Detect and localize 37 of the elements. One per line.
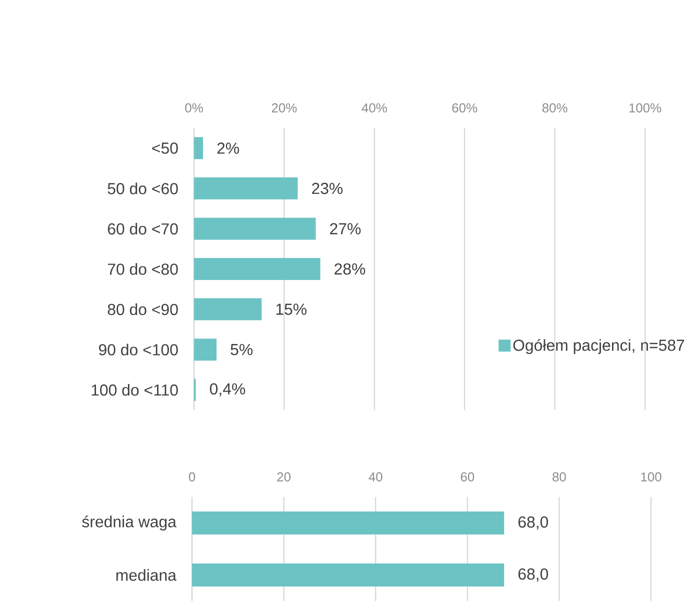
bar bbox=[194, 298, 262, 320]
data-label: 27% bbox=[330, 223, 361, 235]
y-tick-label: <50 bbox=[152, 142, 178, 154]
x-tick-label: 0% bbox=[185, 104, 203, 113]
y-tick-label: 100 do <110 bbox=[92, 384, 178, 396]
bar bbox=[194, 178, 298, 200]
x-tick-label: 0 bbox=[188, 472, 196, 482]
x-tick-label: 20 bbox=[277, 472, 291, 482]
bar bbox=[194, 218, 316, 240]
data-label: 68,0 bbox=[518, 516, 548, 530]
x-tick-label: 40 bbox=[368, 472, 382, 482]
x-tick-label: 80 bbox=[552, 472, 566, 482]
y-tick-label: 60 do <70 bbox=[108, 223, 178, 235]
bar bbox=[194, 338, 217, 361]
bar bbox=[194, 258, 320, 280]
y-tick-label: mediana bbox=[116, 569, 176, 582]
x-tick-label: 60 bbox=[460, 472, 474, 482]
data-label: 0,4% bbox=[210, 383, 246, 397]
data-label: 23% bbox=[312, 182, 343, 194]
data-label: 5% bbox=[230, 344, 253, 356]
y-tick-label: 80 do <90 bbox=[108, 304, 178, 316]
x-tick-label: 100 bbox=[641, 472, 662, 482]
x-tick-label: 20% bbox=[272, 104, 297, 113]
y-tick-label: 90 do <100 bbox=[99, 344, 178, 356]
data-label: 2% bbox=[217, 142, 240, 154]
data-label: 68,0 bbox=[518, 568, 548, 582]
y-tick-label: średnia waga bbox=[82, 516, 176, 531]
bar bbox=[194, 137, 204, 160]
y-tick-label: 50 do <60 bbox=[108, 182, 178, 194]
data-label: 28% bbox=[334, 264, 366, 275]
x-tick-label: 100% bbox=[629, 104, 662, 113]
x-tick-label: 80% bbox=[542, 104, 568, 113]
y-tick-label: 70 do <80 bbox=[108, 263, 178, 276]
x-tick-label: 60% bbox=[452, 104, 478, 113]
x-tick-label: 40% bbox=[362, 104, 387, 113]
legend-label: Ogółem pacjenci, n=587 bbox=[513, 339, 684, 354]
data-label: 15% bbox=[276, 304, 307, 316]
